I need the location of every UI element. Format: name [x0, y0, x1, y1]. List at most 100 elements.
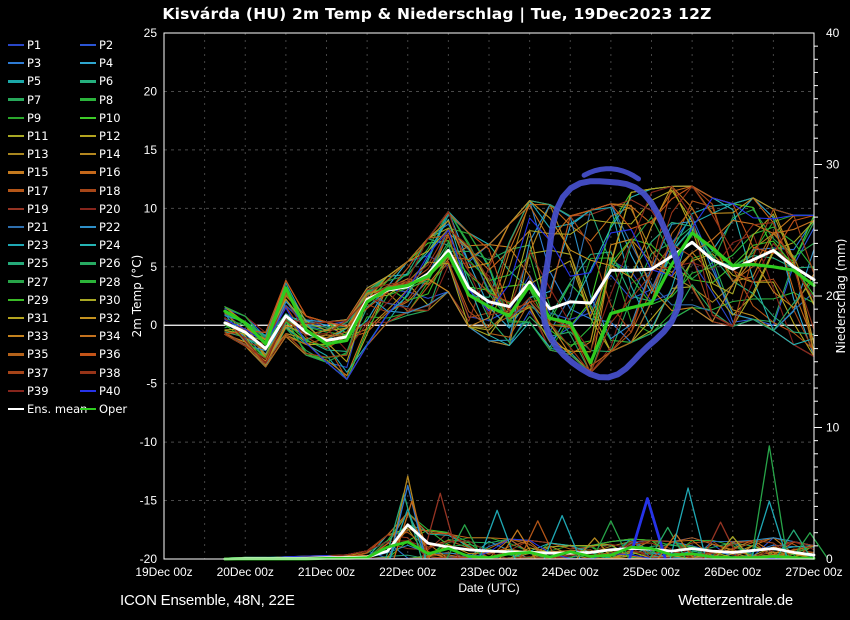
legend-item-p18: P18 [80, 182, 121, 200]
member-temp-line-p5 [224, 197, 815, 380]
legend-label: P38 [99, 365, 121, 380]
legend-label: P4 [99, 56, 114, 71]
legend-label: P37 [27, 365, 49, 380]
legend-swatch-icon [8, 225, 24, 229]
legend-label: P34 [99, 329, 121, 344]
legend-item-p9: P9 [8, 109, 41, 127]
legend-label: P1 [27, 38, 42, 52]
legend-swatch-icon [8, 61, 24, 65]
legend-item-p26: P26 [80, 254, 121, 272]
legend-label: P15 [27, 165, 49, 180]
legend-label: P5 [27, 74, 42, 89]
oper-precip-line [223, 540, 816, 561]
left-axis-tick-label: -5 [146, 377, 157, 391]
legend-label: P11 [27, 129, 49, 143]
legend-label: P3 [27, 56, 42, 71]
x-axis-label: Date (UTC) [458, 581, 520, 595]
legend-label: P21 [27, 220, 49, 234]
right-axis-tick-label: 20 [826, 289, 840, 303]
left-axis-tick-label: -20 [140, 552, 158, 566]
member-temp-line-p39 [224, 185, 815, 364]
left-axis-tick-label: -15 [140, 494, 158, 508]
legend-label: P8 [99, 92, 114, 107]
legend-item-p23: P23 [8, 236, 49, 254]
left-axis-tick-label: 5 [150, 260, 157, 274]
legend-swatch-icon [80, 152, 96, 156]
legend-item-p30: P30 [80, 291, 121, 309]
legend-swatch-icon [8, 298, 24, 302]
legend-label: P25 [27, 256, 49, 271]
legend-item-p14: P14 [80, 145, 121, 163]
member-temp-line-p33 [224, 230, 815, 362]
legend-item-p33: P33 [8, 327, 49, 345]
legend-item-p4: P4 [80, 54, 113, 72]
legend-label: P16 [99, 165, 121, 180]
legend-label: P33 [27, 329, 49, 344]
legend-item-p31: P31 [8, 309, 49, 327]
member-temp-line-p28 [224, 226, 815, 380]
x-axis-tick-label: 20Dec 00z [217, 565, 274, 579]
ensemble-member-lines [224, 185, 815, 560]
legend-label: P18 [99, 183, 121, 198]
legend-swatch-icon [8, 262, 24, 265]
ens-mean-temp-line [223, 240, 816, 351]
legend-item-oper: Oper [80, 400, 127, 418]
member-temp-line-p13 [224, 200, 815, 356]
hand-drawn-circle-annotation [539, 166, 684, 381]
x-axis-tick-label: 26Dec 00z [704, 565, 761, 579]
legend-item-p38: P38 [80, 364, 121, 382]
legend-item-p6: P6 [80, 72, 113, 90]
legend-item-p7: P7 [8, 91, 41, 109]
legend-label: P39 [27, 383, 49, 398]
legend-label: P6 [99, 74, 114, 89]
right-axis-tick-label: 0 [826, 552, 833, 566]
legend-item-ens-mean: Ens. mean [8, 400, 87, 418]
legend-item-p24: P24 [80, 236, 121, 254]
legend-swatch-icon [8, 334, 24, 338]
right-axis-tick-label: 10 [826, 421, 840, 435]
legend-swatch-icon [8, 389, 24, 393]
legend-swatch-icon [80, 262, 96, 265]
legend-label: P2 [99, 38, 114, 52]
footer-site-credit: Wetterzentrale.de [678, 592, 793, 609]
legend-item-p12: P12 [80, 127, 121, 145]
legend-swatch-icon [8, 316, 24, 320]
legend-swatch-icon [8, 171, 24, 174]
legend-item-p39: P39 [8, 382, 49, 400]
legend-swatch-icon [80, 389, 96, 393]
right-axis-tick-label: 40 [826, 26, 840, 40]
legend-swatch-icon [80, 134, 96, 138]
legend-swatch-icon [80, 61, 96, 65]
legend-item-p11: P11 [8, 127, 49, 145]
legend-swatch-icon [8, 207, 24, 211]
legend-swatch-icon [8, 371, 24, 374]
axis-tick-labels: 25 20 15 10 5 0 -5 -10 -15 -20 40 30 20 10 0 19Dec 00z 2… [135, 26, 842, 579]
legend-label: P28 [99, 274, 121, 289]
legend-item-p32: P32 [80, 309, 121, 327]
legend-swatch-icon [80, 225, 96, 229]
legend-item-p22: P22 [80, 218, 121, 236]
legend-item-p37: P37 [8, 364, 49, 382]
legend-swatch-icon [8, 243, 24, 247]
legend-label: P26 [99, 256, 121, 271]
legend-label: P13 [27, 147, 49, 162]
legend-label: P27 [27, 274, 49, 289]
legend-swatch-icon [80, 171, 96, 174]
legend-swatch-icon [80, 316, 96, 320]
member-temp-line-p40 [224, 197, 815, 380]
legend-item-p5: P5 [8, 72, 41, 90]
right-axis-ticks [814, 45, 822, 547]
legend-swatch-icon [8, 280, 24, 283]
x-axis-tick-label: 25Dec 00z [623, 565, 680, 579]
legend-swatch-icon [8, 80, 24, 83]
legend-item-p27: P27 [8, 273, 49, 291]
legend-label: P19 [27, 201, 49, 216]
legend-label: P24 [99, 238, 121, 253]
legend-item-p35: P35 [8, 345, 49, 363]
legend-item-p21: P21 [8, 218, 49, 236]
ensemble-legend: P1 P2 P3 P4 P5 P6 P7 P8 P9 P10 P11 P12 P13 P14 P15 P16 P… [8, 36, 160, 428]
legend-label: P32 [99, 311, 121, 325]
legend-swatch-icon [80, 298, 96, 302]
